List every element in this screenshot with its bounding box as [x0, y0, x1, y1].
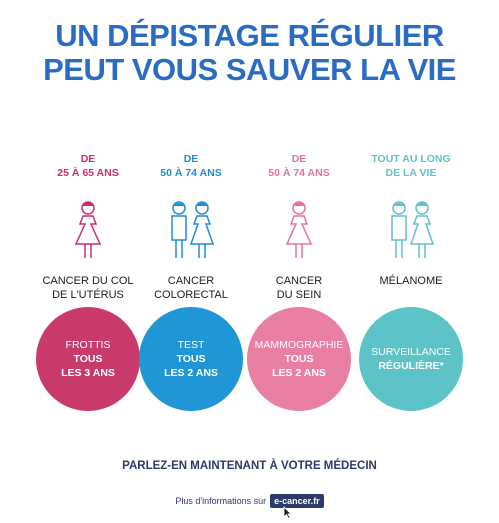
age-range: DE 50 À 74 ANS — [160, 153, 222, 179]
exam-circle-cervical: FROTTIS TOUS LES 3 ANS — [36, 307, 140, 411]
cancer-name: CANCER DU SEIN — [275, 275, 323, 301]
man-and-woman-icon — [356, 200, 466, 260]
exam-frequency: RÉGULIÈRE* — [378, 360, 444, 372]
exam-circle-colorectal: TEST TOUS LES 2 ANS — [139, 307, 243, 411]
mouse-pointer-icon — [283, 506, 292, 519]
exam-frequency: TOUS — [73, 353, 103, 365]
age-range: TOUT AU LONG DE LA VIE — [371, 153, 451, 179]
more-info-text: Plus d'informations sur — [175, 496, 267, 506]
cancer-name: CANCER DU COL DE L'UTÉRUS — [42, 275, 134, 301]
e-cancer-link[interactable]: e-cancer.fr — [270, 494, 324, 508]
exam-frequency: TOUS — [284, 353, 314, 365]
cancer-name: CANCER COLORECTAL — [154, 275, 228, 301]
man-and-woman-icon — [136, 200, 246, 260]
exam-circle-breast: MAMMOGRAPHIE TOUS LES 2 ANS — [247, 307, 351, 411]
call-to-action: PARLEZ-EN MAINTENANT À VOTRE MÉDECIN — [122, 460, 377, 472]
exam-name: FROTTIS — [65, 339, 111, 351]
exam-frequency: TOUS — [176, 353, 206, 365]
screening-column-melanoma: TOUT AU LONG DE LA VIE MÉLANOME — [356, 152, 466, 304]
exam-frequency: LES 2 ANS — [164, 367, 218, 379]
woman-icon — [244, 200, 354, 260]
headline-line-1: UN DÉPISTAGE RÉGULIER — [55, 18, 444, 53]
age-range: DE 25 À 65 ANS — [57, 153, 119, 179]
woman-icon — [33, 200, 143, 260]
exam-circle-melanoma: SURVEILLANCE RÉGULIÈRE* — [359, 307, 463, 411]
age-range: DE 50 À 74 ANS — [268, 153, 330, 179]
exam-name: SURVEILLANCE — [371, 346, 451, 358]
screening-column-colorectal: DE 50 À 74 ANS CANCER COLORECTAL — [136, 152, 246, 304]
exam-frequency: LES 2 ANS — [272, 367, 326, 379]
exam-name: TEST — [177, 339, 205, 351]
screening-column-cervical: DE 25 À 65 ANS CANCER DU COL DE L'UTÉRUS — [33, 152, 143, 304]
exam-name: MAMMOGRAPHIE — [254, 339, 344, 351]
cancer-name: MÉLANOME — [379, 275, 443, 287]
headline-line-2: PEUT VOUS SAUVER LA VIE — [43, 52, 456, 87]
more-info: Plus d'informations sur e-cancer.fr — [0, 494, 499, 508]
screening-column-breast: DE 50 À 74 ANS CANCER DU SEIN — [244, 152, 354, 304]
exam-frequency: LES 3 ANS — [61, 367, 115, 379]
